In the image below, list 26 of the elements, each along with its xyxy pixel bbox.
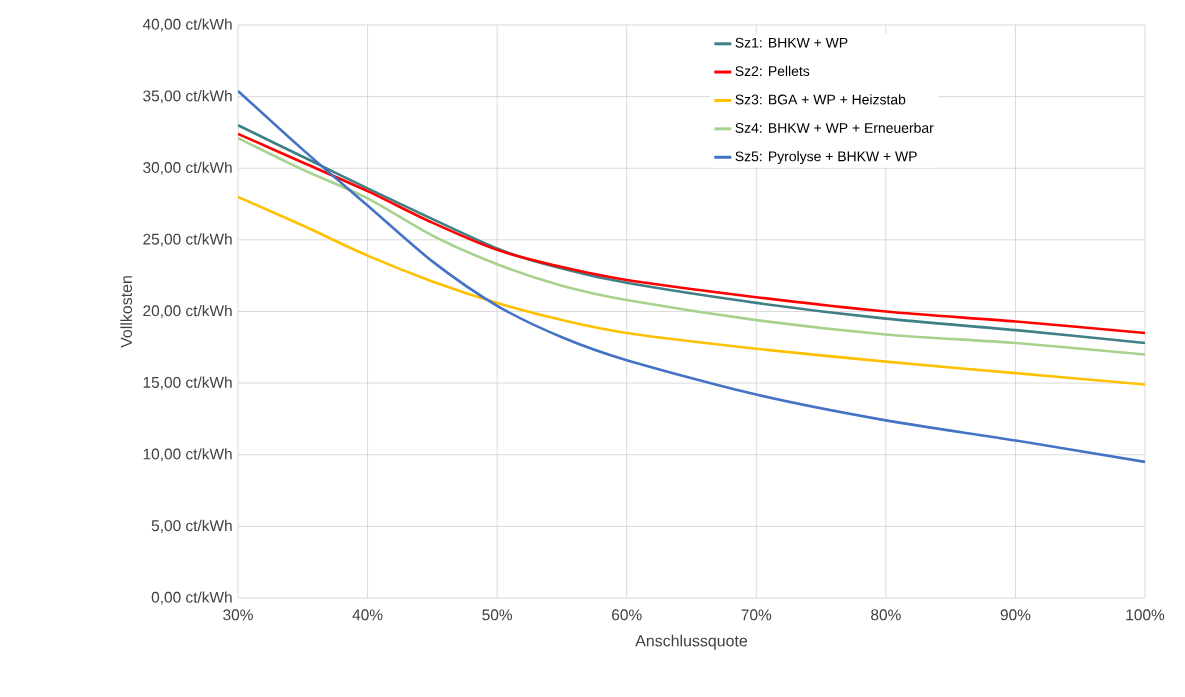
line-series (238, 195, 1146, 386)
x-tick-label: 30% (223, 609, 253, 621)
legend-label: Sz1: BHKW + WP (735, 37, 848, 48)
legend-label: Sz4: BHKW + WP + Erneuerbar (735, 122, 934, 133)
x-tick-label: 60% (612, 609, 642, 621)
y-tick-label: 30,00 ct/kWh (143, 161, 232, 175)
y-tick-label: 0,00 ct/kWh (151, 591, 232, 605)
line-series (238, 89, 1146, 464)
x-tick-label: 90% (1000, 609, 1031, 621)
x-tick-label: 50% (482, 609, 513, 621)
legend-label: Sz2: Pellets (735, 65, 810, 77)
y-tick-label: 5,00 ct/kWh (151, 519, 232, 533)
x-axis-title: Anschlussquote (635, 634, 748, 650)
y-tick-label: 20,00 ct/kWh (143, 304, 232, 319)
y-axis-title: Vollkosten (120, 276, 133, 348)
legend-label: Sz3: BGA + WP + Heizstab (735, 94, 906, 105)
y-tick-label: 40,00 ct/kWh (142, 18, 232, 32)
y-tick-label: 25,00 ct/kWh (143, 233, 232, 247)
y-tick-label: 35,00 ct/kWh (143, 90, 232, 104)
y-tick-label: 10,00 ct/kWh (143, 448, 232, 462)
x-tick-label: 100% (1126, 609, 1165, 621)
legend-label: Sz5: Pyrolyse + BHKW + WP (735, 151, 917, 165)
x-tick-label: 70% (741, 609, 772, 621)
x-tick-label: 80% (871, 609, 901, 621)
x-tick-label: 40% (352, 609, 383, 621)
y-tick-label: 15,00 ct/kWh (143, 376, 232, 390)
